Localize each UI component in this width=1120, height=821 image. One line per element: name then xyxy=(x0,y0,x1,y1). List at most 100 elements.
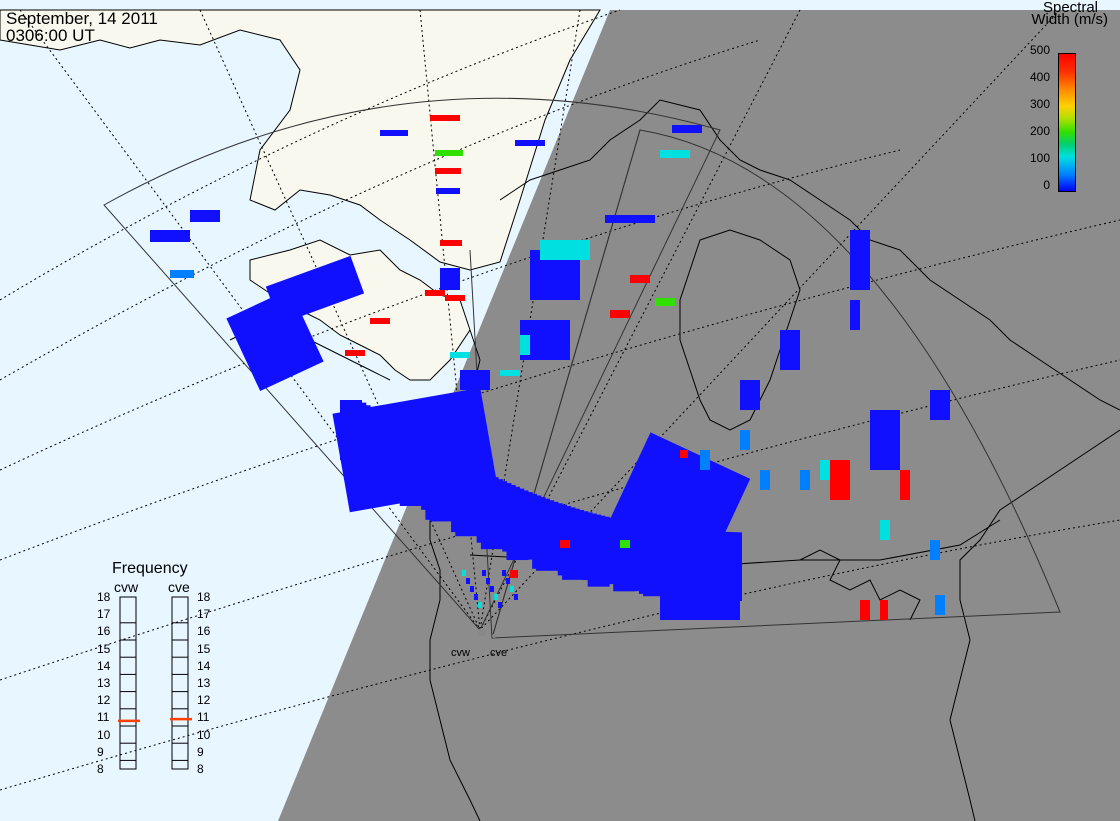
echo-cell xyxy=(498,602,502,608)
colorbar-title-line1: Spectral xyxy=(1042,0,1098,16)
echo-cell xyxy=(870,410,900,470)
frequency-tick: 9 xyxy=(97,744,104,759)
echo-cell xyxy=(900,470,910,500)
echo-cell xyxy=(150,230,190,242)
date-label: September, 14 2011 xyxy=(6,9,158,28)
frequency-tick: 16 xyxy=(197,624,211,639)
frequency-tick: 15 xyxy=(197,641,211,656)
echo-cell xyxy=(502,570,506,576)
frequency-tick: 12 xyxy=(97,693,111,708)
frequency-tick: 13 xyxy=(197,676,211,690)
frequency-tick: 15 xyxy=(97,641,111,656)
frequency-title: Frequency xyxy=(112,560,188,577)
echo-cell xyxy=(850,300,860,330)
echo-cell xyxy=(740,430,750,450)
echo-cell xyxy=(515,140,545,146)
echo-cell xyxy=(435,168,461,174)
great-lakes xyxy=(799,549,921,621)
echo-cell xyxy=(470,586,474,592)
frequency-tick: 11 xyxy=(97,710,110,725)
echo-cell xyxy=(430,115,460,121)
echo-cell xyxy=(332,387,498,513)
frequency-scale-box xyxy=(171,596,189,770)
echo-cell xyxy=(660,150,690,158)
frequency-radar-label-cve: cve xyxy=(168,579,190,595)
echo-cell xyxy=(462,570,466,576)
echo-cell xyxy=(930,390,950,420)
echo-cell xyxy=(620,540,630,548)
echo-cell xyxy=(830,460,850,500)
echo-cell xyxy=(500,370,520,376)
echo-cell xyxy=(660,560,740,620)
echo-cell xyxy=(510,570,518,578)
frequency-tick: 10 xyxy=(197,727,211,742)
echo-cell xyxy=(494,594,498,600)
frequency-tick: 18 xyxy=(97,590,111,604)
echo-cell xyxy=(190,210,220,222)
echo-cell xyxy=(506,578,510,584)
echo-cell xyxy=(514,594,518,600)
echo-cell xyxy=(760,470,770,490)
site-label-cve: cve xyxy=(490,647,508,659)
echo-cell xyxy=(610,310,630,318)
echo-cell xyxy=(780,330,800,370)
echo-cell xyxy=(265,255,365,325)
echo-cell xyxy=(520,335,530,355)
east-coast xyxy=(949,429,1120,821)
echo-cell xyxy=(605,215,655,223)
site-label-cvw: cvw xyxy=(451,647,470,659)
frequency-tick: 17 xyxy=(197,607,211,622)
echo-cell xyxy=(345,350,365,356)
colorbar-gradient xyxy=(1058,53,1076,192)
echo-cell xyxy=(880,520,890,540)
echo-cell xyxy=(486,578,490,584)
echo-cell xyxy=(440,268,460,290)
frequency-scales xyxy=(118,596,192,770)
colorbar-tick: 200 xyxy=(1029,124,1050,138)
frequency-tick: 9 xyxy=(197,744,204,759)
echo-cell xyxy=(425,290,445,296)
frequency-radar-label-cvw: cvw xyxy=(114,579,139,595)
echo-cell xyxy=(930,540,940,560)
time-label: 0306:00 UT xyxy=(6,26,95,45)
colorbar-tick: 0 xyxy=(1043,178,1050,192)
site-marker-cve xyxy=(492,634,496,638)
colorbar-tick: 500 xyxy=(1029,43,1050,57)
echo-cell xyxy=(436,188,460,194)
frequency-tick: 14 xyxy=(197,658,211,673)
echo-cell xyxy=(820,460,830,480)
frequency-tick: 13 xyxy=(97,676,111,690)
frequency-scale-box xyxy=(119,596,137,770)
echo-cell xyxy=(850,230,870,290)
echo-cell xyxy=(510,586,514,592)
echo-cell xyxy=(466,578,470,584)
canada-coast xyxy=(499,99,1120,411)
frequency-tick: 10 xyxy=(97,727,111,742)
echo-cell xyxy=(474,594,478,600)
echo-cell xyxy=(560,540,570,548)
echo-cell xyxy=(700,450,710,470)
echo-cell xyxy=(380,130,408,136)
frequency-tick: 14 xyxy=(97,658,111,673)
site-marker-cvw xyxy=(478,628,486,636)
frequency-tick: 12 xyxy=(197,693,211,708)
echo-cell xyxy=(450,352,470,358)
echo-cell xyxy=(630,275,650,283)
echo-cell xyxy=(460,370,490,390)
echo-cell xyxy=(440,240,462,246)
echo-cell xyxy=(490,586,494,592)
frequency-tick: 18 xyxy=(197,590,211,604)
echo-cell xyxy=(935,595,945,615)
echo-cell xyxy=(860,600,870,620)
night-shade xyxy=(278,10,1120,821)
echo-cells xyxy=(150,115,950,620)
colorbar-tick: 400 xyxy=(1029,70,1050,84)
echo-cell xyxy=(445,295,465,301)
echo-cell xyxy=(655,298,675,306)
frequency-tick: 8 xyxy=(97,762,104,776)
colorbar-tick: 300 xyxy=(1029,97,1050,111)
frequency-tick: 11 xyxy=(197,710,210,725)
frequency-tick: 8 xyxy=(197,762,204,776)
